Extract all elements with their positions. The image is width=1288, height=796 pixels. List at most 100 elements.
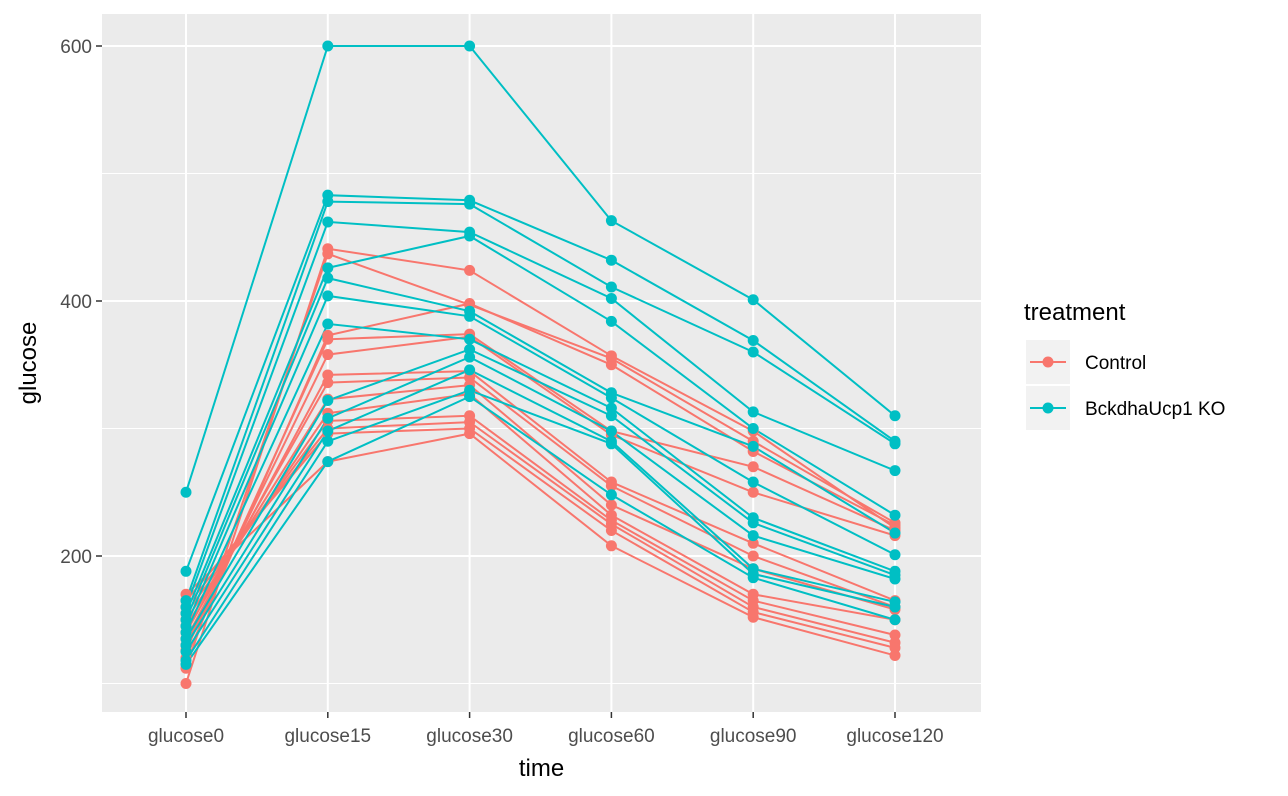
data-points bbox=[180, 40, 901, 689]
data-point bbox=[747, 346, 759, 358]
data-point bbox=[605, 438, 617, 450]
data-point bbox=[747, 572, 759, 584]
data-point bbox=[889, 410, 901, 422]
data-point bbox=[322, 394, 334, 406]
series-line bbox=[185, 432, 896, 657]
series-line bbox=[185, 276, 896, 621]
data-point bbox=[322, 262, 334, 274]
series-line bbox=[185, 421, 896, 644]
data-point bbox=[889, 642, 901, 654]
data-point bbox=[322, 435, 334, 447]
data-point bbox=[605, 359, 617, 371]
series-line bbox=[185, 395, 896, 665]
data-point bbox=[889, 573, 901, 585]
data-point bbox=[889, 527, 901, 539]
series-line bbox=[185, 393, 896, 621]
data-point bbox=[464, 428, 476, 440]
legend-entries: Control BckdhaUcp1 KO bbox=[1026, 340, 1225, 430]
data-point bbox=[747, 537, 759, 549]
plot-panel bbox=[102, 14, 981, 712]
series-line bbox=[185, 220, 896, 608]
y-tick-label: 400 bbox=[60, 292, 92, 313]
data-point bbox=[464, 391, 476, 403]
data-point bbox=[180, 678, 192, 689]
data-point bbox=[180, 486, 192, 498]
data-point bbox=[889, 549, 901, 561]
data-point bbox=[180, 646, 192, 658]
series-line bbox=[185, 389, 896, 662]
legend: treatment Control BckdhaUcp1 KO bbox=[1024, 299, 1225, 430]
data-point bbox=[322, 456, 334, 468]
y-tick-label: 200 bbox=[60, 547, 92, 568]
data-point bbox=[322, 216, 334, 228]
data-point bbox=[605, 215, 617, 227]
data-point bbox=[747, 461, 759, 473]
data-point bbox=[464, 198, 476, 210]
data-point bbox=[605, 489, 617, 501]
data-point bbox=[889, 438, 901, 450]
data-point bbox=[322, 196, 334, 208]
y-axis-title: glucose bbox=[15, 322, 42, 405]
data-point bbox=[747, 517, 759, 529]
data-point bbox=[605, 480, 617, 492]
data-point bbox=[605, 425, 617, 437]
series-line bbox=[185, 294, 896, 627]
data-point bbox=[322, 272, 334, 284]
series-line bbox=[185, 355, 896, 646]
series-line bbox=[185, 234, 896, 614]
data-point bbox=[605, 540, 617, 552]
data-point bbox=[747, 335, 759, 347]
series-line bbox=[185, 376, 896, 633]
x-tick-label: glucose60 bbox=[568, 726, 655, 747]
data-point bbox=[464, 264, 476, 276]
data-point bbox=[464, 230, 476, 242]
legend-title: treatment bbox=[1024, 299, 1126, 326]
data-point bbox=[322, 377, 334, 389]
data-point bbox=[464, 351, 476, 363]
data-point bbox=[889, 614, 901, 626]
data-point bbox=[605, 254, 617, 266]
data-point bbox=[747, 530, 759, 542]
data-point bbox=[747, 294, 759, 306]
data-point bbox=[322, 248, 334, 260]
data-point bbox=[180, 658, 192, 670]
legend-key-point bbox=[1042, 356, 1054, 368]
series-line bbox=[185, 200, 896, 601]
x-tick-label: glucose0 bbox=[148, 726, 224, 747]
data-point bbox=[889, 509, 901, 521]
data-point bbox=[605, 499, 617, 511]
data-point bbox=[464, 310, 476, 322]
data-point bbox=[322, 425, 334, 437]
y-tick-label: 600 bbox=[60, 37, 92, 58]
data-point bbox=[322, 40, 334, 52]
legend-key-point bbox=[1042, 402, 1054, 414]
data-point bbox=[605, 315, 617, 327]
x-tick-label: glucose120 bbox=[846, 726, 943, 747]
series-line bbox=[185, 45, 896, 493]
data-point bbox=[322, 333, 334, 345]
series-line bbox=[185, 414, 896, 636]
data-point bbox=[605, 525, 617, 536]
data-point bbox=[464, 343, 476, 355]
data-point bbox=[747, 611, 759, 623]
data-point bbox=[605, 392, 617, 404]
data-point bbox=[605, 281, 617, 293]
data-point bbox=[605, 410, 617, 422]
data-point bbox=[605, 402, 617, 414]
data-point bbox=[747, 406, 759, 418]
data-point bbox=[747, 550, 759, 562]
data-point bbox=[322, 412, 334, 424]
series-line bbox=[185, 370, 896, 640]
data-point bbox=[889, 649, 901, 661]
series-line bbox=[185, 335, 896, 646]
axes: 200 400 600 glucose0 glucose15 glucose30 gluco… bbox=[60, 37, 943, 747]
data-point bbox=[464, 333, 476, 345]
data-point bbox=[322, 318, 334, 330]
x-tick-label: glucose90 bbox=[710, 726, 797, 747]
series-line bbox=[185, 348, 896, 640]
data-point bbox=[464, 372, 476, 383]
data-point bbox=[889, 629, 901, 641]
data-point bbox=[464, 364, 476, 376]
